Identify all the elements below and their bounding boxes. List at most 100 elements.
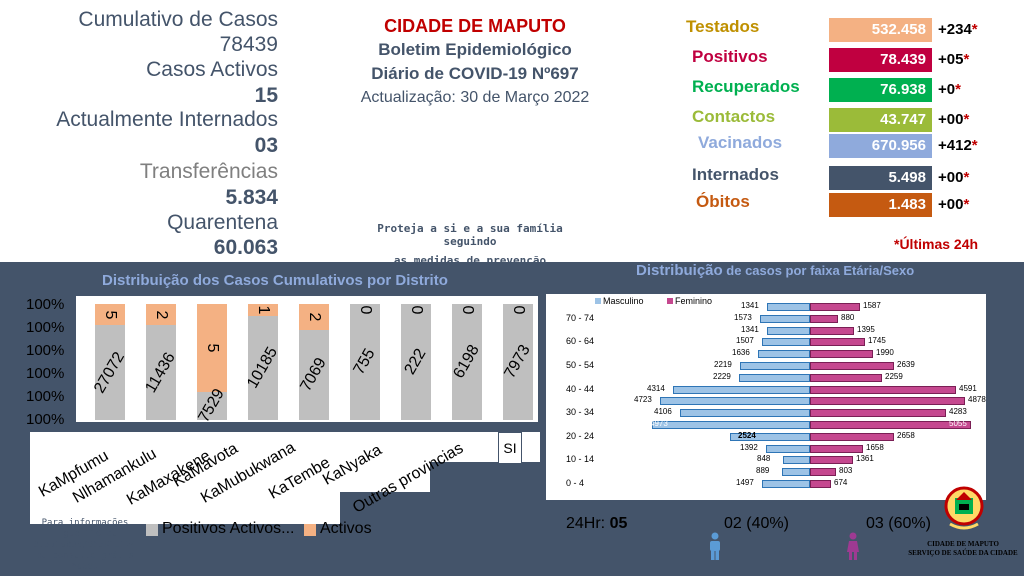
- internados-label: Actualmente Internados: [56, 108, 278, 131]
- indicator-delta-star: *: [963, 196, 970, 213]
- info-block: Para informações Ligue 110 ou 855319838/…: [30, 518, 140, 573]
- indicator-value: 532.458: [829, 18, 932, 42]
- bar-masculino-label: 4106: [654, 407, 672, 417]
- bar-positivos: [248, 316, 278, 420]
- bar-positivos: [452, 304, 482, 420]
- info-line1: Para informações: [41, 518, 129, 528]
- bar-positivos: [350, 304, 380, 420]
- indicator-label: Vacinados: [698, 133, 783, 152]
- indicator-delta-star: *: [955, 81, 961, 98]
- bar-masculino: [767, 326, 810, 335]
- h24-summary: 24Hr: 05: [566, 515, 628, 532]
- bar-positivos: [197, 392, 227, 420]
- bar-activos-label: 2: [306, 312, 323, 322]
- cumulativo-label: Cumulativo de Casos: [78, 8, 278, 31]
- indicator-delta-value: +05: [938, 51, 964, 68]
- legend-m-label: Masculino: [603, 296, 644, 306]
- bar-feminino: [810, 480, 831, 488]
- legend-activos-label: Activos: [320, 520, 372, 537]
- bar-masculino: [758, 350, 810, 359]
- legend-m-swatch: [595, 298, 601, 304]
- bar-activos: [146, 304, 176, 325]
- bar-feminino-label: 5055: [949, 419, 967, 428]
- bar-masculino-label: 4314: [647, 383, 665, 393]
- bar-masculino-label: 4973: [650, 419, 668, 428]
- indicator-delta-star: *: [963, 169, 970, 186]
- bar-feminino-label: 2639: [897, 360, 915, 369]
- legend-positivos-label: Positivos Activos...: [162, 520, 295, 537]
- bar-masculino: [652, 421, 810, 429]
- bar-positivos: [95, 325, 125, 420]
- bar-feminino: [810, 444, 863, 453]
- bar-feminino-label: 674: [834, 478, 848, 487]
- bar-activos-label: 5: [102, 310, 119, 319]
- indicator-delta-star: *: [963, 111, 970, 128]
- indicator-delta-star: *: [963, 51, 970, 68]
- bar-masculino-label: 1341: [741, 301, 759, 310]
- bar-feminino-label: 2259: [885, 371, 903, 381]
- bar-positivos: [146, 325, 176, 420]
- district-chart-title: Distribuição dos Casos Cumulativos por D…: [102, 272, 448, 289]
- bar-feminino: [810, 303, 860, 311]
- bar-masculino-label: 1507: [736, 336, 754, 346]
- bar-masculino-label: 4723: [634, 395, 652, 405]
- daily-title: Diário de COVID-19 Nº697: [371, 64, 579, 83]
- indicator-delta-star: *: [971, 137, 978, 154]
- bar-feminino-label: 1587: [863, 301, 881, 310]
- bar-feminino-label: 2658: [897, 430, 915, 440]
- bar-activos: [95, 304, 125, 325]
- indicator-delta-value: +00: [938, 111, 964, 128]
- indicator-label: Positivos: [692, 47, 768, 66]
- bar-masculino-label: 1341: [741, 324, 759, 334]
- age-group-label: 70 - 74: [566, 312, 595, 323]
- bar-positivos: [299, 330, 329, 420]
- quarentena-label: Quarentena: [167, 211, 278, 234]
- female-person-icon: [847, 532, 859, 560]
- indicator-delta: +00*: [938, 111, 969, 128]
- legend-activos-swatch: [304, 524, 316, 536]
- bar-masculino: [760, 314, 810, 323]
- age-group-label: 40 - 44: [566, 383, 595, 394]
- bar-feminino-label: 880: [841, 312, 855, 322]
- org-line2: SERVIÇO DE SAÚDE DA CIDADE: [908, 549, 1018, 557]
- y-tick-label: 100%: [26, 411, 65, 428]
- male-person-icon: [710, 532, 720, 560]
- ultimas-note: *Últimas 24h: [894, 236, 979, 252]
- indicator-delta: +412*: [938, 137, 978, 154]
- bar-positivos: [401, 304, 431, 420]
- y-tick-label: 100%: [26, 319, 65, 336]
- bar-masculino-label: 1392: [740, 442, 758, 452]
- indicator-delta: +05*: [938, 51, 969, 68]
- bar-feminino: [810, 421, 971, 429]
- indicator-delta: +0*: [938, 81, 961, 98]
- indicator-label: Internados: [692, 165, 779, 184]
- indicator-delta-star: *: [971, 21, 978, 38]
- bar-feminino-label: 4878: [968, 395, 986, 405]
- bar-feminino-label: 1658: [866, 442, 884, 452]
- indicator-value: 76.938: [829, 78, 932, 102]
- indicator-value: 5.498: [829, 166, 932, 190]
- bar-activos-label: 0: [357, 305, 374, 315]
- indicator-label: Contactos: [692, 107, 776, 126]
- bar-activos: [197, 304, 227, 392]
- legend-positivos-swatch: [146, 524, 158, 536]
- bar-feminino: [810, 432, 894, 441]
- y-tick-label: 100%: [26, 388, 65, 405]
- bar-feminino: [810, 373, 882, 382]
- indicator-delta-value: +234: [938, 21, 972, 38]
- bar-masculino: [762, 338, 810, 347]
- age-group-label: 60 - 64: [566, 336, 595, 347]
- bar-activos-label: 1: [255, 305, 272, 315]
- bar-masculino: [782, 468, 810, 477]
- bar-feminino: [810, 350, 873, 359]
- activos-value: 15: [254, 84, 278, 107]
- age-group-label: 30 - 34: [566, 407, 595, 418]
- bar-feminino-label: 4591: [959, 383, 977, 393]
- indicator-delta-value: +412: [938, 137, 972, 154]
- bar-feminino: [810, 314, 838, 323]
- female-24h: 03 (60%): [866, 515, 931, 532]
- bar-activos-label: 0: [459, 305, 476, 315]
- indicator-delta: +00*: [938, 196, 969, 213]
- info-line2: Ligue 110 ou: [52, 529, 118, 539]
- bar-masculino: [680, 409, 810, 418]
